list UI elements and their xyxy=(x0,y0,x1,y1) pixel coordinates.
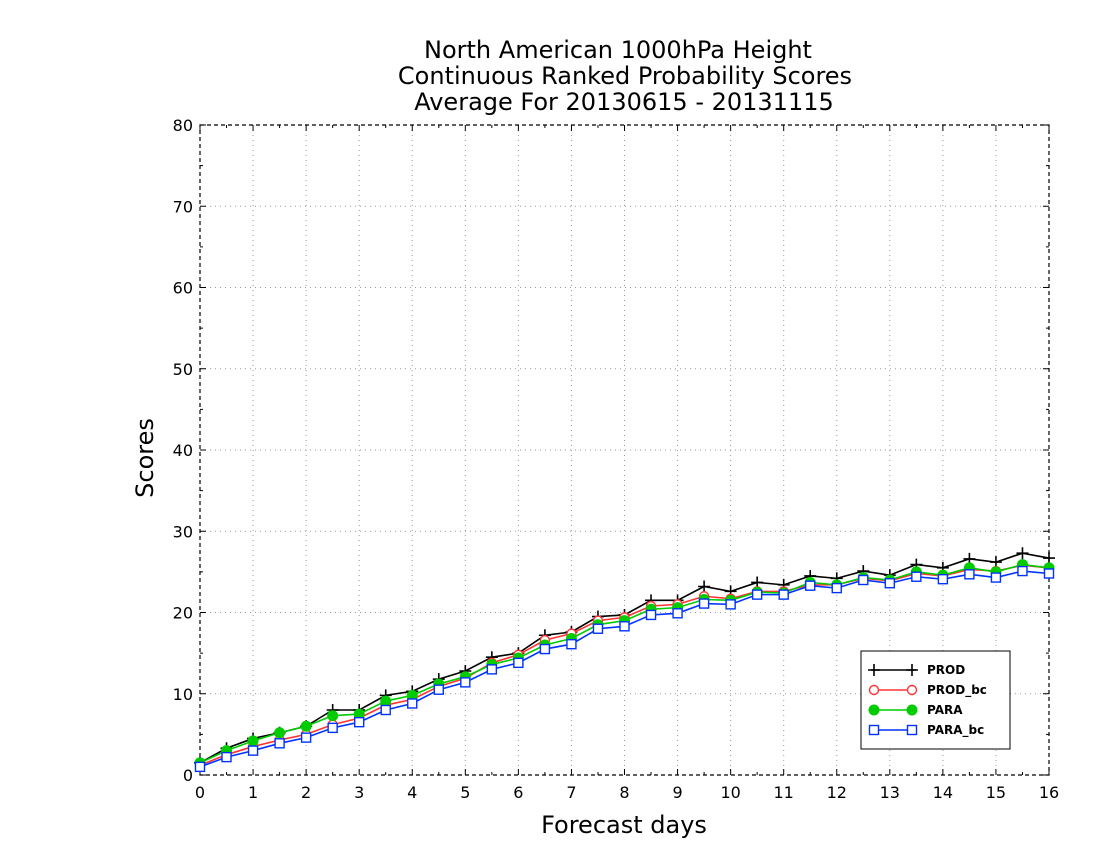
data-point xyxy=(566,638,577,650)
data-point xyxy=(300,720,312,732)
data-point xyxy=(486,664,498,675)
data-point xyxy=(698,598,710,609)
data-point xyxy=(327,722,338,734)
data-point xyxy=(698,580,711,593)
y-tick-label: 60 xyxy=(173,279,193,298)
legend-marker xyxy=(868,684,880,696)
data-point xyxy=(884,578,896,589)
x-tick-label: 1 xyxy=(248,783,258,802)
legend-marker xyxy=(906,684,918,696)
x-tick-label: 12 xyxy=(827,783,847,802)
x-tick-label: 11 xyxy=(774,783,794,802)
data-point xyxy=(1043,552,1055,565)
y-tick-label: 0 xyxy=(183,766,193,785)
chart-title: North American 1000hPa Height Continuous… xyxy=(398,36,852,116)
legend-marker xyxy=(906,704,918,716)
legend-item: PARA xyxy=(868,703,963,717)
data-point xyxy=(274,738,285,749)
legend-item: PROD_bc xyxy=(868,683,987,698)
data-point xyxy=(1016,547,1029,560)
data-point xyxy=(539,643,551,655)
x-tick-label: 10 xyxy=(720,783,740,802)
data-point xyxy=(380,704,391,716)
data-point xyxy=(858,574,869,586)
x-tick-label: 3 xyxy=(354,783,364,802)
grid xyxy=(200,125,1049,775)
data-point xyxy=(380,695,392,707)
data-point xyxy=(327,710,339,722)
x-tick-label: 13 xyxy=(880,783,900,802)
legend-marker xyxy=(906,724,918,736)
title-line-3: Average For 20130615 - 20131115 xyxy=(414,88,834,116)
data-point xyxy=(433,684,444,695)
y-tick-label: 10 xyxy=(173,685,193,704)
y-tick-label: 80 xyxy=(173,116,193,135)
legend-label: PARA_bc xyxy=(927,723,984,738)
data-point xyxy=(221,751,232,763)
x-tick-label: 0 xyxy=(195,783,205,802)
x-tick-label: 15 xyxy=(986,783,1006,802)
title-line-2: Continuous Ranked Probability Scores xyxy=(398,62,852,90)
x-tick-label: 6 xyxy=(513,783,523,802)
data-point xyxy=(592,623,604,634)
legend: PROD PROD_bc PARA PARA_bc xyxy=(860,650,1011,750)
x-tick-label: 16 xyxy=(1039,783,1059,802)
data-point xyxy=(247,745,259,756)
x-tick-label: 7 xyxy=(566,783,576,802)
data-point xyxy=(911,571,922,582)
legend-marker xyxy=(868,664,880,676)
x-tick-label: 8 xyxy=(619,783,629,802)
x-tick-label: 9 xyxy=(672,783,682,802)
data-point xyxy=(672,608,683,619)
data-point xyxy=(964,569,975,580)
data-point xyxy=(778,589,789,600)
data-point xyxy=(513,657,524,669)
x-tick-label: 4 xyxy=(407,783,417,802)
y-tick-label: 30 xyxy=(173,522,193,541)
x-tick-label: 5 xyxy=(460,783,470,802)
data-point xyxy=(619,621,630,632)
data-point xyxy=(353,716,365,728)
data-point xyxy=(805,580,816,591)
data-point xyxy=(194,761,206,773)
x-tick-label: 14 xyxy=(933,783,953,802)
data-point xyxy=(407,698,418,709)
data-point xyxy=(751,589,763,600)
y-tick-label: 20 xyxy=(173,604,193,623)
series-para-bc xyxy=(194,565,1055,773)
legend-item: PARA_bc xyxy=(868,723,984,738)
title-line-1: North American 1000hPa Height xyxy=(424,36,812,64)
x-tick-label: 2 xyxy=(301,783,311,802)
y-tick-label: 70 xyxy=(173,197,193,216)
y-tick-label: 40 xyxy=(173,441,193,460)
data-point xyxy=(460,677,471,688)
data-point xyxy=(247,735,259,747)
data-point xyxy=(937,573,949,585)
data-point xyxy=(300,732,312,743)
y-tick-label: 50 xyxy=(173,360,193,379)
data-point xyxy=(990,572,1002,583)
data-point xyxy=(274,727,286,739)
x-axis-title: Forecast days xyxy=(541,811,707,839)
legend-label: PROD xyxy=(927,663,965,677)
y-axis-title: Scores xyxy=(131,418,159,498)
legend-item: PROD xyxy=(868,663,965,677)
legend-box xyxy=(860,650,1011,750)
legend-label: PROD_bc xyxy=(927,683,987,698)
data-point xyxy=(725,599,736,610)
data-point xyxy=(831,582,842,594)
axis-ticks: 0 1 2 3 4 5 6 7 8 9 10 11 12 13 14 15 160102030405060708… xyxy=(173,116,1060,802)
data-point xyxy=(645,609,657,621)
series-layer xyxy=(194,547,1055,773)
legend-marker xyxy=(868,704,880,716)
data-point xyxy=(1043,568,1055,579)
legend-label: PARA xyxy=(927,703,963,717)
legend-marker xyxy=(906,664,918,676)
data-point xyxy=(1017,565,1028,577)
legend-marker xyxy=(868,724,880,736)
